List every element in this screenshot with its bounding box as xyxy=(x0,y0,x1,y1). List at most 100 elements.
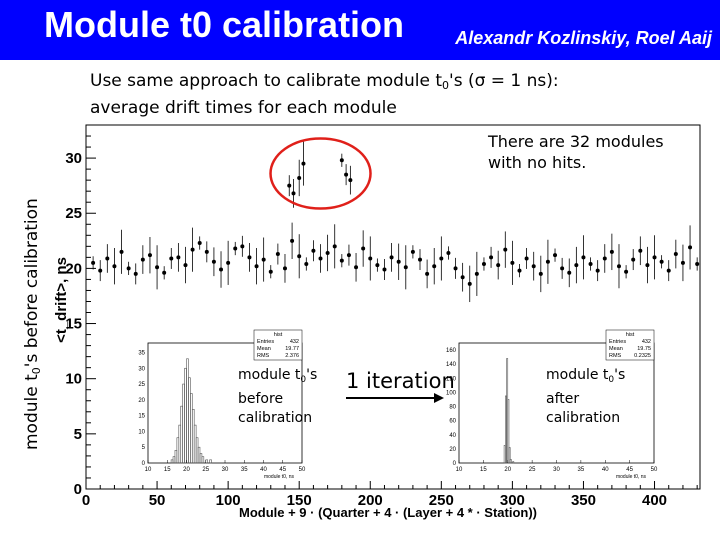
inset-x-tick-label: 40 xyxy=(260,467,267,473)
note-line-2: with no hits. xyxy=(488,153,587,172)
data-point xyxy=(631,257,636,262)
data-point xyxy=(297,254,302,259)
inset-y-tick-label: 60 xyxy=(449,419,456,425)
intro-text: Use same approach to calibrate module t0… xyxy=(90,70,650,119)
data-point xyxy=(291,191,296,196)
inset-x-tick-label: 15 xyxy=(164,467,171,473)
data-point xyxy=(204,249,209,254)
inset-y-tick-label: 160 xyxy=(446,348,457,354)
data-point xyxy=(659,259,664,264)
x-tick-label: 400 xyxy=(642,492,667,509)
stats-value: 2.376 xyxy=(285,353,299,359)
data-point xyxy=(560,266,565,271)
histogram-bin xyxy=(209,459,212,464)
x-tick-label: 100 xyxy=(216,492,241,509)
inset-y-tick-label: 10 xyxy=(138,429,145,435)
data-point xyxy=(602,256,607,261)
data-point xyxy=(453,266,458,271)
data-point xyxy=(290,238,295,243)
inset-frame xyxy=(147,342,303,464)
data-point xyxy=(545,259,550,264)
data-point xyxy=(538,271,543,276)
inset-x-tick-label: 50 xyxy=(651,467,658,473)
inset-y-tick-label: 35 xyxy=(138,350,145,356)
data-point xyxy=(553,253,558,258)
inset-x-tick-label: 15 xyxy=(480,467,487,473)
inset-y-tick-label: 15 xyxy=(138,414,145,420)
inset-x-tick-label: 30 xyxy=(222,467,229,473)
data-point xyxy=(339,258,344,263)
data-point xyxy=(510,260,515,265)
inset-x-tick-label: 20 xyxy=(504,467,511,473)
data-point xyxy=(190,247,195,252)
data-point xyxy=(304,261,309,266)
inset-y-tick-label: 20 xyxy=(449,447,456,453)
inset-x-tick-label: 35 xyxy=(578,467,585,473)
data-point xyxy=(418,257,423,262)
note-line-1: There are 32 modules xyxy=(488,132,664,151)
x-axis-label: Module + 9 · (Quarter + 4 · (Layer + 4 *… xyxy=(239,505,537,520)
intro-line-1: Use same approach to calibrate module t0… xyxy=(90,71,559,92)
data-point xyxy=(240,244,245,249)
histogram-bin xyxy=(507,399,510,464)
inset-frame xyxy=(458,342,655,464)
data-point xyxy=(688,245,693,250)
data-point xyxy=(474,271,479,276)
data-point xyxy=(581,255,586,260)
data-point xyxy=(282,266,287,271)
y-tick-label: 30 xyxy=(65,150,82,167)
data-point xyxy=(410,249,415,254)
inset-x-tick-label: 35 xyxy=(241,467,248,473)
data-point xyxy=(567,270,572,275)
data-point xyxy=(432,264,437,269)
inset-x-tick-label: 10 xyxy=(145,467,152,473)
inset-y-tick-label: 25 xyxy=(138,382,145,388)
callout-before-line-2: before xyxy=(238,391,284,407)
data-point xyxy=(162,270,167,275)
stats-value: 0.2325 xyxy=(634,353,651,359)
iteration-arrowhead xyxy=(434,393,444,403)
data-point xyxy=(673,252,678,257)
data-point xyxy=(368,256,373,261)
data-point xyxy=(652,255,657,260)
y-tick-label: 25 xyxy=(65,205,82,222)
data-point xyxy=(645,263,650,268)
x-tick-label: 50 xyxy=(149,492,166,509)
data-point xyxy=(638,248,643,253)
data-point xyxy=(346,253,351,258)
note: There are 32 modules with no hits. xyxy=(488,131,664,173)
data-point xyxy=(396,259,401,264)
data-point xyxy=(219,267,224,272)
data-point xyxy=(155,265,160,270)
callout-after-line-3: calibration xyxy=(546,410,621,426)
data-point xyxy=(616,264,621,269)
data-point xyxy=(318,256,323,261)
plot-frame xyxy=(85,124,701,490)
inset-y-tick-label: 0 xyxy=(453,461,457,467)
data-point xyxy=(403,265,408,270)
x-tick-label: 0 xyxy=(82,492,90,509)
histogram-bin xyxy=(201,456,205,464)
data-point xyxy=(467,281,472,286)
data-point xyxy=(169,256,174,261)
stats-value: 432 xyxy=(642,339,651,345)
stats-label: Mean xyxy=(609,346,623,352)
inset-histogram-2: 10 15 20 25 30 35 40 45 50 0 20 40 60 80 100 120 140 160 m… xyxy=(446,329,658,480)
data-point xyxy=(382,267,387,272)
inset-y-tick-label: 20 xyxy=(138,398,145,404)
data-point xyxy=(112,264,117,269)
data-point xyxy=(311,248,316,253)
data-point xyxy=(339,158,344,163)
data-point xyxy=(275,252,280,257)
data-point xyxy=(98,268,103,273)
data-point xyxy=(332,244,337,249)
y-axis-label: <t_drift>, ns xyxy=(53,257,70,343)
data-point xyxy=(425,271,430,276)
stats-value: 19.77 xyxy=(285,346,299,352)
data-point xyxy=(496,263,501,268)
inset-y-tick-label: 120 xyxy=(446,376,457,382)
data-point xyxy=(344,172,349,177)
data-point xyxy=(446,250,451,255)
data-point xyxy=(325,250,330,255)
